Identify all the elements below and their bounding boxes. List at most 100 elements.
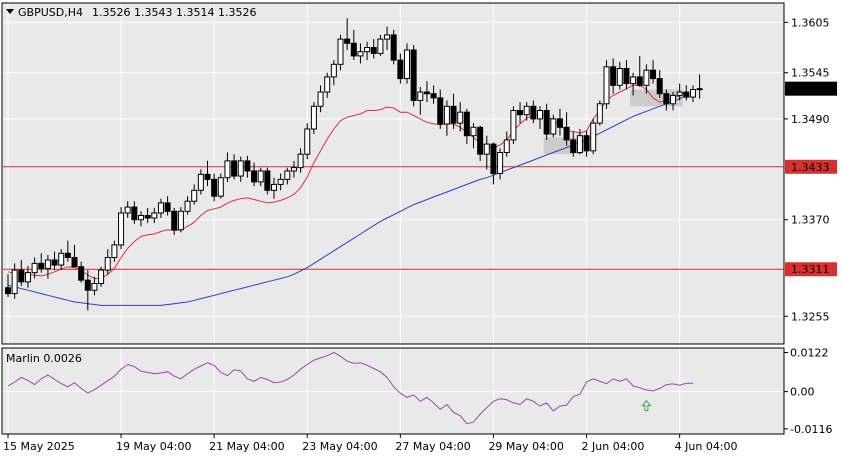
candle[interactable] xyxy=(84,270,91,311)
candle[interactable] xyxy=(563,112,570,146)
candle[interactable] xyxy=(470,123,477,149)
candle[interactable] xyxy=(443,100,450,136)
candle[interactable] xyxy=(224,152,231,182)
candle[interactable] xyxy=(91,276,98,296)
candle[interactable] xyxy=(483,135,490,170)
candle[interactable] xyxy=(670,92,676,111)
candle[interactable] xyxy=(330,60,337,86)
candle[interactable] xyxy=(370,39,377,59)
candle[interactable] xyxy=(151,207,158,224)
candle[interactable] xyxy=(51,251,58,271)
candle[interactable] xyxy=(596,100,603,126)
candle[interactable] xyxy=(317,85,324,113)
candle[interactable] xyxy=(623,60,630,90)
candle[interactable] xyxy=(636,55,643,87)
candle[interactable] xyxy=(410,44,417,107)
candle[interactable] xyxy=(271,177,277,199)
candle[interactable] xyxy=(510,106,517,145)
candle[interactable] xyxy=(197,169,204,195)
candle[interactable] xyxy=(543,103,550,140)
candle[interactable] xyxy=(377,34,384,56)
candle[interactable] xyxy=(124,201,131,219)
candle[interactable] xyxy=(18,260,25,287)
candle[interactable] xyxy=(184,196,191,215)
candle[interactable] xyxy=(676,83,683,101)
candle[interactable] xyxy=(364,41,371,61)
candle[interactable] xyxy=(177,207,184,233)
candle[interactable] xyxy=(643,64,650,94)
candle[interactable] xyxy=(590,118,597,155)
candle[interactable] xyxy=(663,89,670,111)
candle[interactable] xyxy=(696,74,703,99)
candle[interactable] xyxy=(357,43,364,64)
dropdown-triangle-icon[interactable] xyxy=(6,9,14,14)
candle[interactable] xyxy=(164,196,171,216)
candle[interactable] xyxy=(397,53,404,84)
candle[interactable] xyxy=(191,184,198,205)
candle[interactable] xyxy=(417,86,424,115)
candle[interactable] xyxy=(217,173,224,199)
candle[interactable] xyxy=(24,265,31,288)
candle[interactable] xyxy=(231,154,238,180)
candle[interactable] xyxy=(290,160,297,178)
candle[interactable] xyxy=(523,102,530,121)
candle[interactable] xyxy=(131,201,138,224)
candle[interactable] xyxy=(244,155,251,178)
candle[interactable] xyxy=(656,70,663,98)
candle[interactable] xyxy=(44,254,51,279)
candle[interactable] xyxy=(78,261,85,283)
candle[interactable] xyxy=(157,198,164,219)
candle[interactable] xyxy=(650,60,657,84)
candle[interactable] xyxy=(463,108,470,145)
candle[interactable] xyxy=(576,128,583,155)
candle[interactable] xyxy=(384,26,391,51)
candle[interactable] xyxy=(423,81,430,103)
candle[interactable] xyxy=(324,72,331,98)
candle[interactable] xyxy=(503,131,510,157)
candle[interactable] xyxy=(457,102,464,132)
candle[interactable] xyxy=(570,131,577,157)
candle[interactable] xyxy=(297,148,304,173)
candle[interactable] xyxy=(350,29,357,61)
candle[interactable] xyxy=(603,60,610,109)
candle[interactable] xyxy=(337,34,344,71)
candle[interactable] xyxy=(277,173,284,191)
candle[interactable] xyxy=(5,274,11,297)
candlesticks[interactable] xyxy=(5,18,703,311)
candle[interactable] xyxy=(530,100,537,124)
candle[interactable] xyxy=(71,244,78,268)
candle[interactable] xyxy=(344,18,351,51)
candle[interactable] xyxy=(689,85,696,103)
candle[interactable] xyxy=(58,249,65,271)
candle[interactable] xyxy=(390,29,397,65)
candle[interactable] xyxy=(251,162,258,187)
candle[interactable] xyxy=(550,114,557,138)
candle[interactable] xyxy=(437,89,444,129)
candle[interactable] xyxy=(477,125,484,161)
candle[interactable] xyxy=(257,167,264,187)
candle[interactable] xyxy=(537,106,543,129)
candle[interactable] xyxy=(404,43,410,84)
candle[interactable] xyxy=(11,263,18,299)
candle[interactable] xyxy=(144,207,151,224)
candle[interactable] xyxy=(683,85,690,101)
candle[interactable] xyxy=(430,85,437,104)
candle[interactable] xyxy=(138,211,144,227)
candle[interactable] xyxy=(111,240,118,262)
candle[interactable] xyxy=(31,257,38,279)
candle[interactable] xyxy=(630,72,637,96)
candle[interactable] xyxy=(304,123,311,160)
candle[interactable] xyxy=(104,249,111,275)
candle[interactable] xyxy=(583,130,590,157)
candle[interactable] xyxy=(237,156,244,182)
candle[interactable] xyxy=(264,167,271,195)
candle[interactable] xyxy=(38,253,45,273)
candle[interactable] xyxy=(497,148,504,180)
candle[interactable] xyxy=(171,207,178,235)
candle[interactable] xyxy=(610,58,617,94)
candle[interactable] xyxy=(556,108,563,136)
candle[interactable] xyxy=(211,173,218,202)
candle[interactable] xyxy=(284,167,291,185)
candle[interactable] xyxy=(64,240,71,262)
candle[interactable] xyxy=(118,207,125,250)
